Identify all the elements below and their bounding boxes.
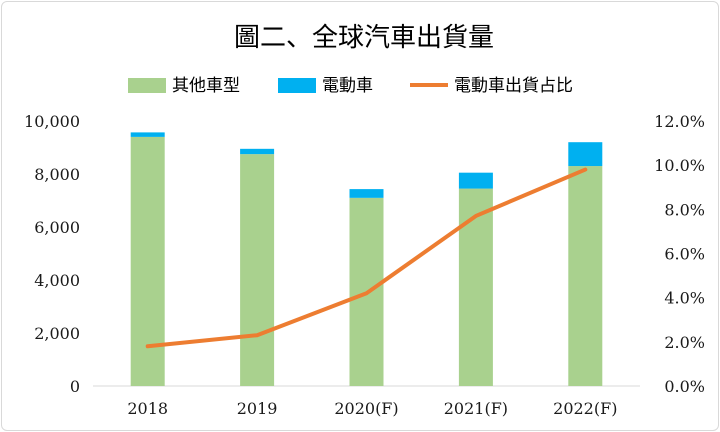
ev-share-point — [474, 214, 478, 218]
ev-share-point — [255, 333, 259, 337]
right-tick-label: 12.0% — [654, 112, 705, 131]
ev-share-line-layer — [145, 167, 588, 349]
left-tick-label: 0 — [70, 377, 80, 396]
bar-other-vehicles — [130, 136, 165, 386]
chart-title: 圖二、全球汽車出貨量 — [234, 23, 494, 53]
right-axis: 0.0% 2.0% 4.0% 6.0% 8.0% 10.0% 12.0% — [654, 112, 705, 396]
right-tick-label: 2.0% — [664, 333, 705, 352]
ev-share-point — [583, 168, 587, 172]
right-tick-label: 6.0% — [664, 245, 705, 264]
ev-share-point — [146, 344, 150, 348]
x-tick-label: 2021(F) — [444, 399, 508, 418]
bars — [130, 132, 603, 386]
left-tick-label: 10,000 — [24, 112, 80, 131]
x-axis-labels: 2018 2019 2020(F) 2021(F) 2022(F) — [127, 399, 617, 418]
right-tick-label: 10.0% — [654, 156, 705, 175]
legend-label-ev-share: 電動車出貨占比 — [454, 76, 573, 96]
left-tick-label: 4,000 — [34, 271, 80, 290]
right-tick-label: 4.0% — [664, 289, 705, 308]
x-tick-label: 2022(F) — [553, 399, 617, 418]
bar-ev — [240, 148, 275, 155]
right-tick-label: 8.0% — [664, 200, 705, 219]
x-tick-label: 2019 — [237, 399, 278, 418]
left-tick-label: 2,000 — [34, 324, 80, 343]
left-tick-label: 8,000 — [34, 165, 80, 184]
ev-share-point — [365, 291, 368, 295]
right-tick-label: 0.0% — [664, 377, 705, 396]
legend-label-ev: 電動車 — [322, 76, 373, 96]
left-tick-label: 6,000 — [34, 218, 80, 237]
bar-ev — [458, 172, 493, 189]
x-tick-label: 2020(F) — [334, 399, 398, 418]
bar-other-vehicles — [458, 188, 493, 386]
legend-label-other-vehicles: 其他車型 — [172, 76, 240, 96]
bar-other-vehicles — [568, 166, 603, 386]
legend-swatch-other-vehicles — [128, 78, 166, 93]
legend-swatch-ev — [278, 78, 316, 93]
bar-ev — [568, 142, 603, 167]
left-axis: 0 2,000 4,000 6,000 8,000 10,000 — [24, 112, 80, 396]
x-tick-label: 2018 — [127, 399, 168, 418]
bar-ev — [349, 189, 384, 198]
bar-ev — [130, 132, 165, 137]
legend: 其他車型 電動車 電動車出貨占比 — [128, 76, 573, 96]
bar-other-vehicles — [240, 154, 275, 386]
